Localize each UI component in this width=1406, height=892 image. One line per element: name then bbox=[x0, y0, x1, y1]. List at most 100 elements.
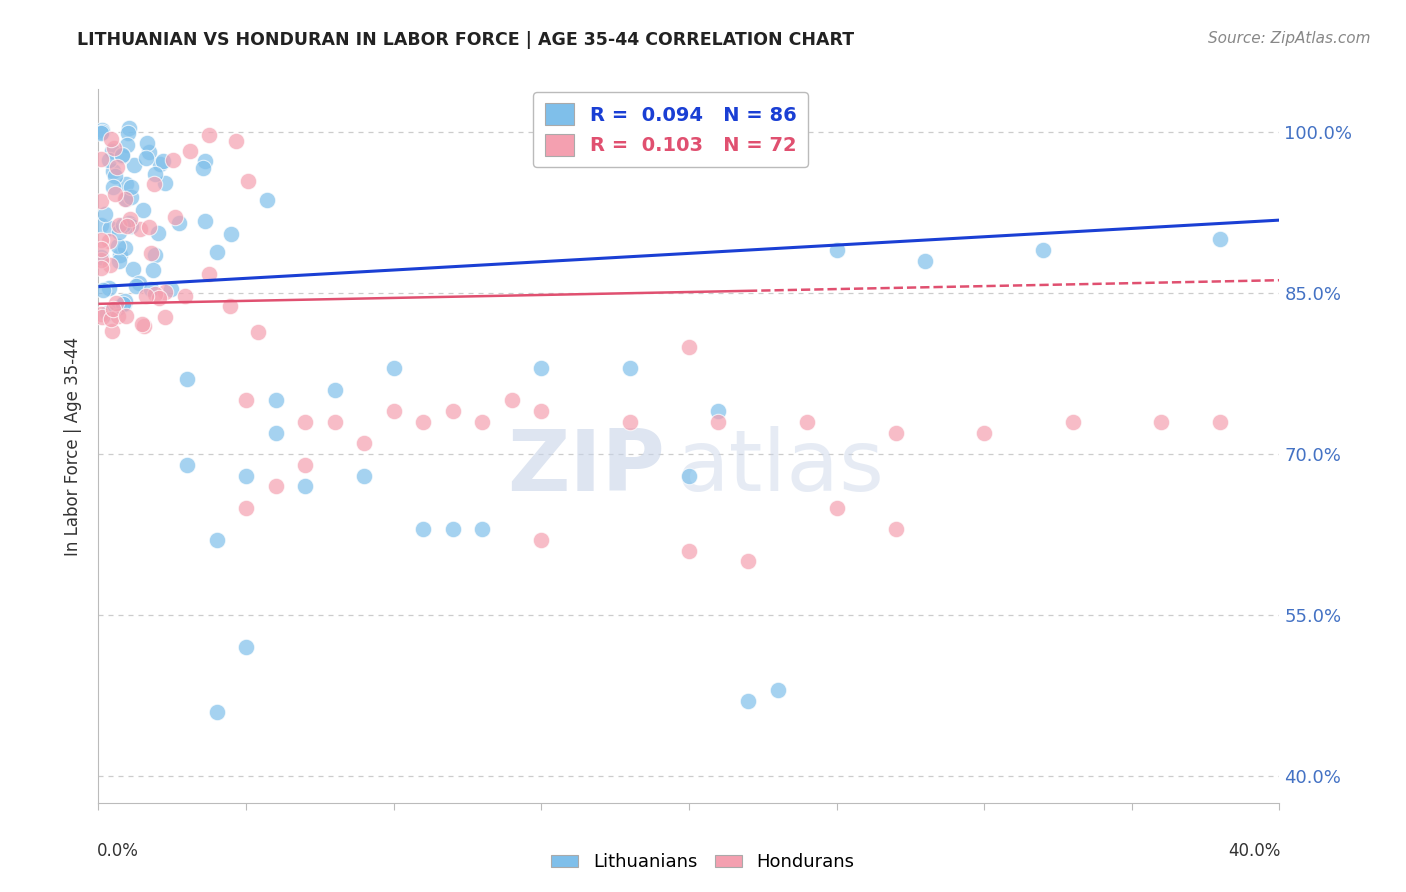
Point bbox=[100, 258, 122, 272]
Legend: Lithuanians, Hondurans: Lithuanians, Hondurans bbox=[544, 847, 862, 879]
Point bbox=[117, 126, 139, 140]
Point bbox=[176, 458, 198, 472]
Point bbox=[264, 393, 287, 408]
Point bbox=[104, 296, 127, 310]
Point bbox=[120, 180, 142, 194]
Point bbox=[90, 261, 112, 276]
Point bbox=[412, 415, 434, 429]
Point bbox=[294, 479, 316, 493]
Point bbox=[138, 145, 160, 159]
Y-axis label: In Labor Force | Age 35-44: In Labor Force | Age 35-44 bbox=[65, 336, 83, 556]
Point bbox=[353, 468, 375, 483]
Point bbox=[103, 164, 125, 178]
Point bbox=[118, 121, 141, 136]
Point bbox=[143, 167, 166, 181]
Point bbox=[235, 500, 257, 515]
Point bbox=[205, 705, 228, 719]
Point bbox=[97, 153, 120, 167]
Point bbox=[117, 219, 139, 233]
Point bbox=[825, 500, 848, 515]
Point bbox=[167, 216, 190, 230]
Point bbox=[111, 218, 134, 232]
Point bbox=[205, 244, 228, 259]
Point bbox=[138, 220, 160, 235]
Point bbox=[914, 253, 936, 268]
Point bbox=[142, 177, 165, 191]
Point bbox=[1062, 415, 1084, 429]
Text: 40.0%: 40.0% bbox=[1229, 842, 1281, 860]
Point bbox=[143, 248, 166, 262]
Point bbox=[90, 125, 112, 139]
Point bbox=[111, 147, 134, 161]
Point bbox=[101, 301, 124, 316]
Point bbox=[152, 153, 174, 168]
Point bbox=[105, 160, 128, 174]
Point bbox=[143, 287, 166, 301]
Point bbox=[353, 436, 375, 450]
Point bbox=[128, 276, 150, 290]
Point bbox=[94, 207, 117, 221]
Point bbox=[114, 193, 136, 207]
Point bbox=[90, 218, 112, 232]
Point bbox=[107, 238, 129, 252]
Point bbox=[153, 285, 176, 300]
Point bbox=[90, 243, 112, 257]
Point bbox=[678, 468, 700, 483]
Point bbox=[118, 211, 141, 226]
Point bbox=[412, 522, 434, 536]
Text: LITHUANIAN VS HONDURAN IN LABOR FORCE | AGE 35-44 CORRELATION CHART: LITHUANIAN VS HONDURAN IN LABOR FORCE | … bbox=[77, 31, 855, 49]
Text: 0.0%: 0.0% bbox=[97, 842, 139, 860]
Point bbox=[323, 415, 346, 429]
Point bbox=[884, 425, 907, 440]
Point bbox=[194, 153, 217, 168]
Point bbox=[121, 262, 143, 277]
Point bbox=[122, 158, 145, 172]
Point bbox=[112, 297, 135, 311]
Point bbox=[530, 361, 553, 376]
Point bbox=[973, 425, 995, 440]
Point bbox=[108, 300, 131, 314]
Point bbox=[115, 138, 138, 153]
Point bbox=[165, 210, 187, 224]
Text: atlas: atlas bbox=[678, 425, 886, 509]
Point bbox=[198, 267, 221, 281]
Point bbox=[125, 279, 148, 293]
Point bbox=[176, 372, 198, 386]
Point bbox=[101, 144, 124, 158]
Point bbox=[236, 174, 259, 188]
Point bbox=[179, 144, 201, 158]
Point bbox=[90, 252, 112, 267]
Point bbox=[115, 177, 138, 191]
Point bbox=[98, 281, 121, 295]
Point bbox=[737, 554, 759, 568]
Point bbox=[173, 289, 195, 303]
Text: ZIP: ZIP bbox=[508, 425, 665, 509]
Point bbox=[441, 404, 464, 418]
Point bbox=[235, 640, 257, 655]
Point bbox=[323, 383, 346, 397]
Point bbox=[162, 153, 184, 167]
Point bbox=[825, 243, 848, 257]
Point bbox=[678, 340, 700, 354]
Point bbox=[153, 310, 176, 325]
Point bbox=[90, 250, 112, 264]
Point bbox=[441, 522, 464, 536]
Point bbox=[98, 221, 121, 235]
Point bbox=[142, 263, 165, 277]
Point bbox=[135, 151, 157, 165]
Point bbox=[148, 291, 170, 305]
Point bbox=[235, 468, 257, 483]
Point bbox=[118, 216, 141, 230]
Point bbox=[1032, 243, 1054, 257]
Point bbox=[100, 312, 122, 326]
Point bbox=[1209, 232, 1232, 246]
Point bbox=[264, 425, 287, 440]
Point bbox=[198, 128, 221, 143]
Point bbox=[107, 254, 129, 268]
Point bbox=[225, 134, 247, 148]
Point bbox=[90, 310, 112, 325]
Point bbox=[1209, 415, 1232, 429]
Point bbox=[104, 169, 127, 183]
Point bbox=[139, 246, 162, 260]
Point bbox=[382, 361, 405, 376]
